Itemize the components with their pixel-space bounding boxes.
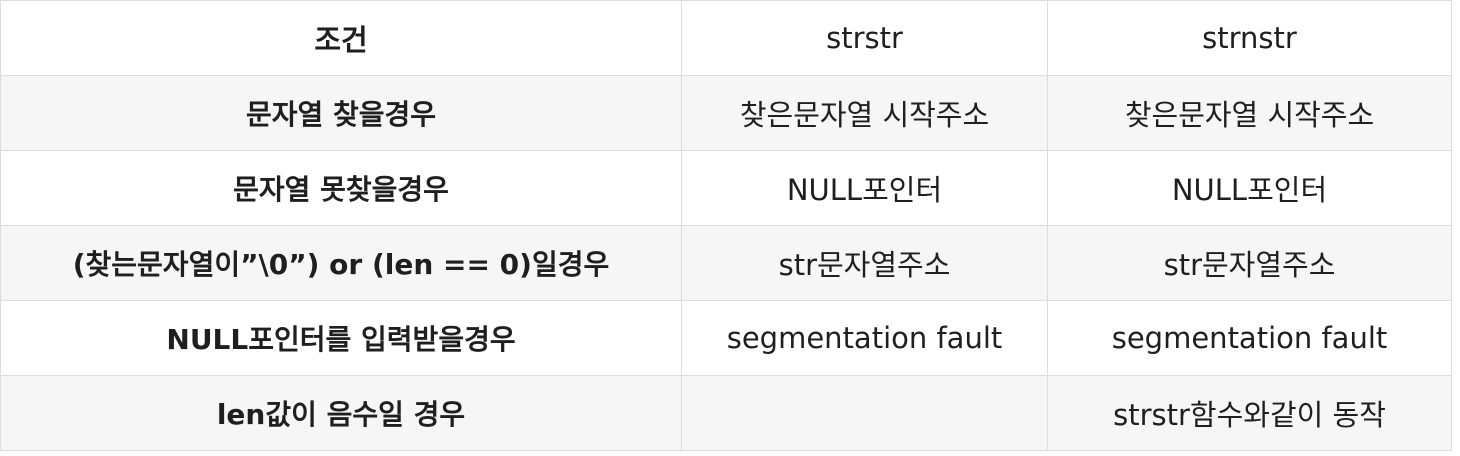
strnstr-cell: NULL포인터 [1047,150,1452,226]
header-condition: 조건 [0,0,682,76]
strstr-cell: str문자열주소 [681,225,1048,301]
condition-cell: (찾는문자열이”\0”) or (len == 0)일경우 [0,225,682,301]
condition-cell: 문자열 못찾을경우 [0,150,682,226]
strstr-cell: 찾은문자열 시작주소 [681,75,1048,151]
table-row: NULL포인터를 입력받을경우 segmentation fault segme… [0,300,1452,376]
condition-cell: len값이 음수일 경우 [0,375,682,451]
strstr-cell: NULL포인터 [681,150,1048,226]
strnstr-cell: strstr함수와같이 동작 [1047,375,1452,451]
table-header: 조건 strstr strnstr [0,0,1452,76]
table-row: (찾는문자열이”\0”) or (len == 0)일경우 str문자열주소 s… [0,225,1452,301]
table-row: 문자열 찾을경우 찾은문자열 시작주소 찾은문자열 시작주소 [0,75,1452,151]
strnstr-cell: str문자열주소 [1047,225,1452,301]
header-row: 조건 strstr strnstr [0,0,1452,76]
strstr-cell [681,375,1048,451]
strnstr-cell: 찾은문자열 시작주소 [1047,75,1452,151]
table-row: len값이 음수일 경우 strstr함수와같이 동작 [0,375,1452,451]
header-strnstr: strnstr [1047,0,1452,76]
strnstr-cell: segmentation fault [1047,300,1452,376]
condition-cell: NULL포인터를 입력받을경우 [0,300,682,376]
strstr-cell: segmentation fault [681,300,1048,376]
table-body: 문자열 찾을경우 찾은문자열 시작주소 찾은문자열 시작주소 문자열 못찾을경우… [0,75,1452,451]
table-row: 문자열 못찾을경우 NULL포인터 NULL포인터 [0,150,1452,226]
condition-cell: 문자열 찾을경우 [0,75,682,151]
header-strstr: strstr [681,0,1048,76]
